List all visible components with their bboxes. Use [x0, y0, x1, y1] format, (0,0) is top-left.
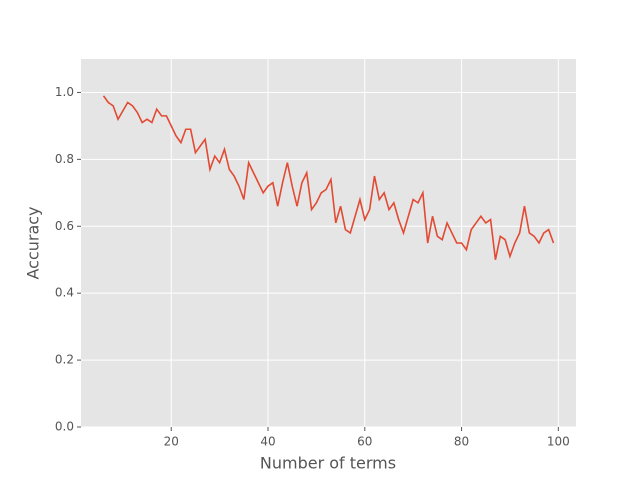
line — [102, 95, 555, 260]
y-tick-label: 0.6 — [55, 219, 74, 233]
x-tick-label: 60 — [357, 435, 372, 449]
y-tick-label: 1.0 — [55, 85, 74, 99]
y-tick-label: 0.0 — [55, 420, 74, 434]
x-tick-label: 40 — [260, 435, 275, 449]
x-tick-label: 100 — [547, 435, 570, 449]
x-tick-label: 80 — [454, 435, 469, 449]
y-tick-label: 0.4 — [55, 286, 74, 300]
y-axis-label: Accuracy — [24, 206, 43, 279]
x-axis-label: Number of terms — [260, 454, 396, 473]
x-tick-label: 20 — [164, 435, 179, 449]
y-tick-label: 0.8 — [55, 152, 74, 166]
y-tick-label: 0.2 — [55, 353, 74, 367]
